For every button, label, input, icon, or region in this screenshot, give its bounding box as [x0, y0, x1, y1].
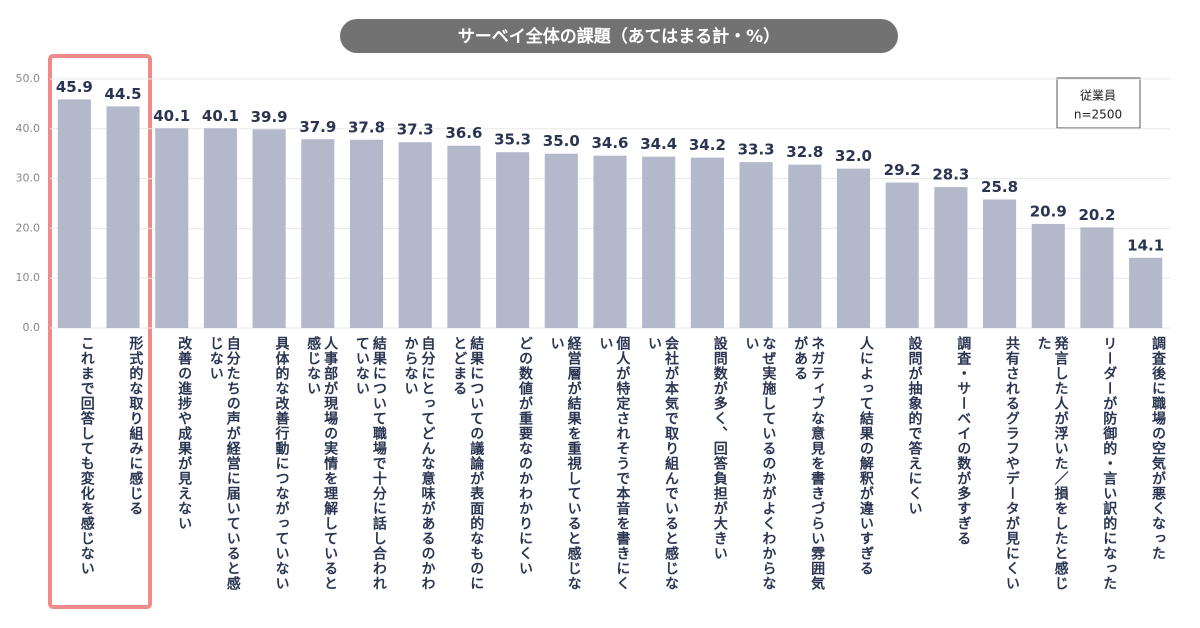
bar	[983, 199, 1017, 328]
bar	[447, 145, 481, 328]
bar	[398, 142, 432, 328]
x-tick-label: 結果について職場で十分に話し合われていない	[353, 336, 387, 591]
bar	[155, 128, 189, 328]
x-tick-label: 結果についての議論が表面的なものにとどまる	[451, 336, 485, 591]
value-label: 20.9	[1030, 202, 1067, 220]
bar	[934, 187, 968, 328]
value-label: 32.8	[786, 143, 823, 161]
y-tick-label: 20.0	[16, 221, 41, 234]
bar	[593, 155, 627, 328]
value-label: 35.0	[543, 132, 580, 150]
x-tick-label: 調査後に職場の空気が悪くなった	[1149, 336, 1166, 561]
value-label: 35.3	[494, 131, 531, 149]
bar	[203, 128, 237, 328]
bar	[544, 153, 578, 328]
value-label: 37.3	[397, 121, 434, 139]
chart-title: サーベイ全体の課題（あてはまる計・%）	[458, 26, 780, 47]
x-tick-label: これまで回答しても変化を感じない	[78, 336, 95, 576]
bar	[1031, 223, 1065, 328]
x-tick-label: 共有されるグラフやデータが見にくい	[1003, 336, 1020, 591]
x-tick-label: 設問が抽象的で答えにくい	[906, 336, 923, 516]
value-label: 28.3	[932, 166, 969, 184]
bar	[349, 139, 384, 328]
y-tick-label: 30.0	[16, 172, 41, 185]
value-label: 25.8	[981, 178, 1018, 196]
bar	[496, 152, 530, 328]
x-tick-label: 改善の進捗や成果が見えない	[176, 336, 193, 531]
bar	[788, 164, 822, 328]
legend-note: n=2500	[1074, 108, 1122, 122]
bar	[836, 168, 871, 328]
y-tick-label: 40.0	[16, 122, 41, 135]
value-label: 45.9	[56, 78, 93, 96]
x-tick-label: 具体的な改善行動につながっていない	[273, 336, 290, 591]
x-tick-label: 調査・サーベイの数が多すぎる	[955, 336, 972, 546]
x-tick-label: ネガティブな意見を書きづらい雰囲気がある	[792, 336, 826, 591]
bar	[642, 156, 676, 328]
highlight-box	[48, 54, 152, 609]
x-tick-label: 個人が特定されそうで本音を書きにくい	[597, 336, 631, 591]
value-label: 39.9	[251, 108, 288, 126]
value-label: 37.9	[299, 118, 336, 136]
bar	[1129, 257, 1163, 328]
bar	[885, 182, 919, 328]
bar	[739, 162, 773, 328]
value-label: 20.2	[1078, 206, 1115, 224]
x-tick-label: 人事部が現場の実情を理解していると感じない	[305, 336, 339, 591]
bar	[1080, 227, 1114, 328]
x-tick-label: 発言した人が浮いた／損をしたと感じた	[1035, 336, 1069, 591]
legend-title: 従業員	[1080, 89, 1116, 103]
x-tick-label: 設問数が多く、回答負担が大きい	[711, 336, 728, 561]
y-tick-label: 10.0	[16, 271, 41, 284]
bar	[106, 106, 140, 328]
bar	[690, 157, 724, 328]
value-label: 34.2	[689, 136, 726, 154]
bar	[301, 139, 335, 328]
value-label: 32.0	[835, 147, 872, 165]
value-label: 37.8	[348, 118, 385, 136]
y-tick-label: 50.0	[16, 72, 41, 85]
y-tick-label: 0.0	[23, 321, 41, 334]
x-tick-label: 会社が本気で取り組んでいると感じない	[646, 336, 680, 591]
value-label: 40.1	[153, 107, 190, 125]
value-label: 34.6	[591, 134, 628, 152]
x-tick-label: 自分たちの声が経営に届いていると感じない	[207, 336, 241, 591]
x-tick-label: リーダーが防御的・言い訳的になった	[1101, 336, 1118, 591]
bar	[252, 129, 286, 328]
value-label: 44.5	[105, 85, 142, 103]
legend-box	[1056, 77, 1141, 129]
value-label: 36.6	[445, 124, 482, 142]
x-tick-label: 自分にとってどんな意味があるのかわからない	[402, 336, 436, 591]
value-label: 40.1	[202, 107, 239, 125]
x-tick-label: なぜ実施しているのかがよくわからない	[743, 336, 777, 591]
bar	[57, 99, 91, 328]
x-tick-label: 人によって結果の解釈が違いすぎる	[857, 336, 874, 576]
value-label: 34.4	[640, 135, 677, 153]
x-tick-label: どの数値が重要なのかわかりにくい	[516, 336, 533, 576]
value-label: 33.3	[738, 141, 775, 159]
x-tick-label: 形式的な取り組みに感じる	[127, 336, 144, 516]
value-label: 29.2	[884, 161, 921, 179]
value-label: 14.1	[1127, 236, 1164, 254]
title-pill	[340, 19, 898, 53]
x-tick-label: 経営層が結果を重視していると感じない	[548, 336, 582, 591]
